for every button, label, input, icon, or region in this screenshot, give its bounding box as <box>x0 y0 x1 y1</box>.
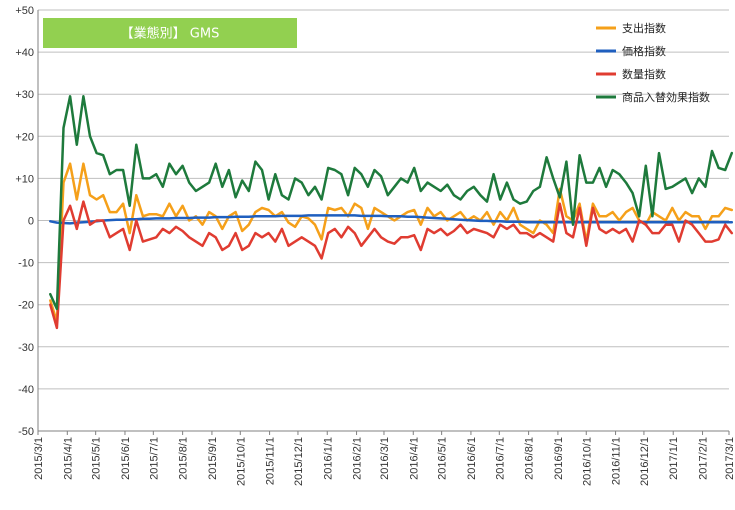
x-tick-label: 2015/4/1 <box>62 437 74 480</box>
y-tick-label: +30 <box>15 89 34 101</box>
x-tick-label: 2015/10/1 <box>235 437 247 486</box>
x-tick-label: 2016/7/1 <box>494 437 506 480</box>
x-tick-label: 2016/5/1 <box>437 437 449 480</box>
y-tick-label: -50 <box>18 426 34 438</box>
x-tick-label: 2015/8/1 <box>178 437 190 480</box>
y-tick-label: 0 <box>28 216 34 228</box>
x-tick-label: 2015/7/1 <box>148 437 160 480</box>
legend-label-4: 商品入替効果指数 <box>622 90 710 104</box>
series-line-1 <box>49 162 734 323</box>
x-tick-label: 2016/1/1 <box>322 437 334 480</box>
x-tick-label: 2016/3/1 <box>379 437 391 480</box>
y-axis-tick-labels: +50 +40 +30 +20 +10 0 -10 -20 -30 -40 -50 <box>15 5 34 438</box>
x-tick-label: 2016/12/1 <box>639 437 651 486</box>
title-background <box>43 18 297 48</box>
x-tick-label: 2015/11/1 <box>265 437 277 485</box>
y-tick-label: +50 <box>15 5 34 17</box>
x-tick-label: 2015/12/1 <box>293 437 305 486</box>
x-tick-label: 2015/3/1 <box>33 437 45 480</box>
y-tick-label: -30 <box>18 342 34 354</box>
chart-title: 【業態別】 GMS <box>121 26 220 42</box>
y-tick-label: +40 <box>15 47 34 59</box>
x-tick-label: 2017/1/1 <box>668 437 680 480</box>
x-tick-label: 2016/9/1 <box>553 437 565 480</box>
x-tick-label: 2016/11/1 <box>611 437 623 485</box>
y-tick-label: +10 <box>15 173 34 185</box>
x-axis-tick-labels: 2015/3/1 2015/4/1 2015/5/1 2015/6/1 2015/7/1… <box>33 437 735 486</box>
series-line-2 <box>49 214 734 225</box>
series-line-3 <box>49 200 734 330</box>
x-tick-label: 2015/9/1 <box>207 437 219 480</box>
legend-label-1: 支出指数 <box>622 21 666 35</box>
y-tick-label: +20 <box>15 131 34 143</box>
x-tick-label: 2016/4/1 <box>408 437 420 480</box>
chart-title-box: 【業態別】 GMS <box>43 18 297 48</box>
legend-label-2: 価格指数 <box>622 44 666 58</box>
series-lines <box>49 95 734 330</box>
x-tick-label: 2015/6/1 <box>120 437 132 480</box>
x-tick-label: 2017/2/1 <box>698 437 710 480</box>
x-tick-label: 2017/3/1 <box>724 437 735 480</box>
axes <box>37 10 730 435</box>
legend-label-3: 数量指数 <box>622 67 666 81</box>
x-tick-label: 2016/6/1 <box>466 437 478 480</box>
y-tick-label: -40 <box>18 384 34 396</box>
y-tick-label: -20 <box>18 300 34 312</box>
x-tick-label: 2016/8/1 <box>524 437 536 480</box>
x-tick-label: 2016/2/1 <box>352 437 364 480</box>
x-tick-label: 2016/10/1 <box>581 437 593 486</box>
y-tick-label: -10 <box>18 258 34 270</box>
series-line-4 <box>49 95 734 311</box>
x-tick-label: 2015/5/1 <box>91 437 103 480</box>
